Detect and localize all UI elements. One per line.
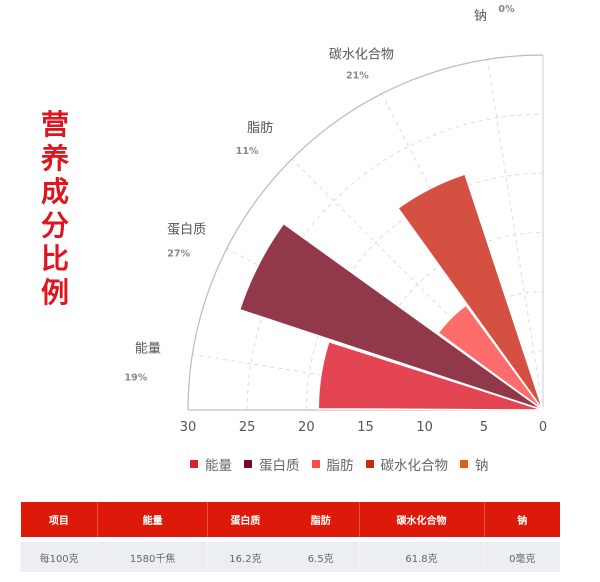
- legend-swatch: [244, 460, 252, 468]
- column-header: 脂肪: [282, 502, 360, 537]
- table-cell: 1580千焦: [97, 542, 208, 572]
- table-row: 每100克 1580千焦 16.2克 6.5克 61.8克 0毫克: [19, 542, 560, 572]
- legend-item[interactable]: 脂肪: [311, 454, 354, 474]
- spacer-row: [20, 537, 560, 542]
- table-cell: 6.5克: [282, 542, 360, 572]
- grid-arc: [305, 172, 544, 411]
- percent-label: 19%: [125, 372, 148, 383]
- percent-label: 21%: [346, 71, 369, 82]
- legend-label: 钠: [475, 458, 489, 474]
- bar-1: [317, 340, 544, 411]
- percent-label: 27%: [167, 248, 190, 259]
- category-label: 碳水化合物: [329, 48, 394, 63]
- legend-label: 碳水化合物: [380, 458, 449, 474]
- radial-tick-label: 30: [180, 420, 197, 435]
- radial-tick-label: 25: [239, 420, 256, 435]
- nutrition-table: 项目 能量 蛋白质 脂肪 碳水化合物钠 每100克 1580千焦 16.2克 6.5克 61.8…: [19, 502, 560, 572]
- legend-item[interactable]: 能量: [190, 454, 232, 474]
- category-label: 能量: [135, 341, 161, 356]
- chart-title: 营养成分比例: [40, 108, 69, 309]
- table-cell: 61.8克: [358, 542, 485, 572]
- legend: 能量 蛋白质 脂肪 碳水化合物 钠: [190, 454, 489, 474]
- bar-4: [396, 173, 544, 411]
- legend-label: 脂肪: [326, 458, 354, 474]
- column-header: 钠: [483, 502, 560, 537]
- legend-item[interactable]: 钠: [460, 454, 489, 474]
- table-header-row: 项目 能量 蛋白质 脂肪 碳水化合物钠: [20, 502, 560, 537]
- legend-swatch: [311, 460, 320, 468]
- radial-tick-label: 15: [357, 420, 374, 435]
- legend-swatch: [460, 460, 468, 468]
- table-cell: 0毫克: [483, 542, 560, 572]
- legend-item[interactable]: 蛋白质: [244, 454, 300, 474]
- category-label: 蛋白质: [167, 221, 206, 237]
- category-label: 脂肪: [247, 120, 273, 136]
- percent-label: 11%: [236, 146, 259, 157]
- outer-arc: [187, 54, 544, 411]
- radial-tick-label: 10: [416, 420, 433, 435]
- polar-bar-chart: 30 25 20 15 10 5 0 能量 19% 蛋白质 27% 脂肪 11% 碳水化合物 21% 钠 0%: [125, 4, 548, 435]
- percent-label: 0%: [498, 4, 515, 15]
- column-header: 项目: [20, 502, 98, 537]
- radial-tick-label: 20: [298, 420, 315, 435]
- legend-label: 蛋白质: [259, 458, 300, 474]
- legend-swatch: [190, 460, 198, 468]
- table-cell: 每100克: [19, 542, 98, 572]
- radial-tick-label: 0: [539, 420, 547, 435]
- legend-swatch: [365, 460, 374, 468]
- grid-spoke: [486, 59, 544, 411]
- legend-item[interactable]: 碳水化合物: [365, 454, 449, 474]
- legend-label: 能量: [205, 458, 232, 474]
- column-header: 碳水化合物: [358, 502, 485, 537]
- radial-tick-label: 5: [480, 420, 488, 435]
- bar-3: [437, 304, 544, 411]
- column-header: 能量: [97, 502, 208, 537]
- bar-2: [238, 222, 544, 411]
- category-label: 钠: [474, 9, 487, 24]
- column-header: 蛋白质: [206, 502, 283, 537]
- grid-arc: [246, 113, 544, 411]
- table-cell: 16.2克: [206, 542, 283, 572]
